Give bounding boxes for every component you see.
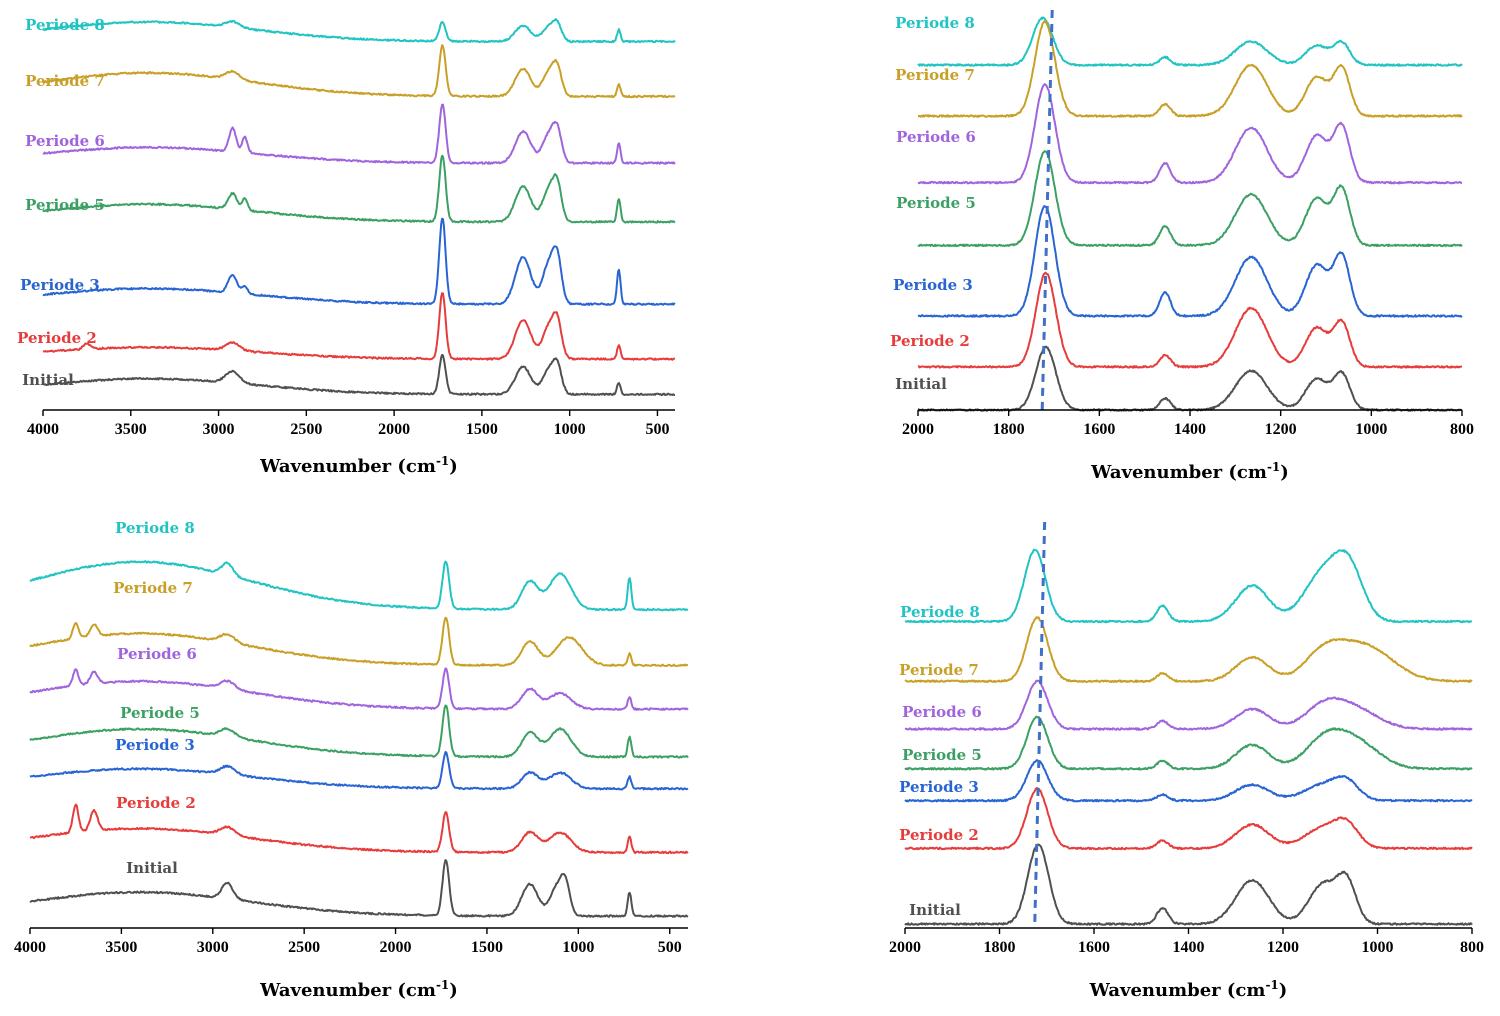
- series-label-periode-3: Periode 3: [899, 778, 979, 796]
- series-line-periode-2: [42, 292, 676, 361]
- x-tick-label: 1200: [1265, 421, 1297, 438]
- x-axis-title: Wavenumber (cm-1): [1089, 978, 1288, 1001]
- series-label-periode-7: Periode 7: [113, 579, 193, 597]
- series-label-periode-2: Periode 2: [899, 826, 979, 844]
- series-label-periode-8: Periode 8: [895, 14, 975, 32]
- series-line-periode-2: [904, 787, 1473, 851]
- x-tick-label: 4000: [14, 939, 46, 956]
- x-tick-label: 500: [658, 939, 682, 956]
- x-tick-label: 1400: [1173, 939, 1205, 956]
- series-line-periode-7: [904, 616, 1473, 683]
- x-tick-label: 2500: [290, 421, 322, 438]
- series-line-periode-3: [29, 751, 689, 791]
- series-label-periode-7: Periode 7: [25, 72, 105, 90]
- series-label-periode-3: Periode 3: [115, 736, 195, 754]
- panel-bottom-right: Periode 8 Periode 7 Periode 6 Periode 5 Peri…: [889, 521, 1484, 1001]
- x-tick-label: 1000: [554, 421, 586, 438]
- series-line-periode-8: [42, 18, 676, 44]
- series-line-periode-5: [904, 715, 1473, 771]
- x-tick-label: 2500: [288, 939, 320, 956]
- series-label-periode-6: Periode 6: [117, 645, 197, 663]
- x-tick-label: 3500: [105, 939, 137, 956]
- x-tick-label: 1000: [1355, 421, 1387, 438]
- x-axis-title: Wavenumber (cm-1): [259, 978, 458, 1001]
- series-label-periode-5: Periode 5: [896, 194, 976, 212]
- series-label-periode-5: Periode 5: [25, 196, 105, 214]
- series-line-periode-2: [917, 271, 1463, 369]
- series-label-initial: Initial: [895, 375, 947, 393]
- series-label-periode-3: Periode 3: [893, 276, 973, 294]
- x-tick-label: 1800: [993, 421, 1025, 438]
- panel-bottom-left: Periode 8 Periode 7 Periode 6 Periode 5 Peri…: [14, 519, 689, 1001]
- x-tick-label: 2000: [380, 939, 412, 956]
- series-line-periode-3: [42, 217, 676, 306]
- series-line-periode-2: [29, 803, 689, 855]
- series-line-periode-6: [904, 679, 1473, 731]
- series-line-periode-7: [917, 20, 1463, 118]
- series-line-periode-8: [904, 548, 1473, 624]
- reference-line: [1033, 521, 1047, 929]
- x-tick-label: 2000: [902, 421, 934, 438]
- series-label-periode-8: Periode 8: [900, 603, 980, 621]
- series-line-periode-7: [29, 616, 689, 668]
- x-tick-label: 1800: [984, 939, 1016, 956]
- x-tick-label: 1000: [562, 939, 594, 956]
- series-line-periode-5: [29, 704, 689, 759]
- series-line-periode-6: [917, 83, 1463, 185]
- series-line-periode-8: [917, 16, 1463, 67]
- series-line-initial: [42, 353, 676, 397]
- x-tick-label: 1600: [1078, 939, 1110, 956]
- series-line-periode-7: [42, 44, 676, 99]
- x-tick-label: 4000: [27, 421, 59, 438]
- x-tick-label: 1500: [466, 421, 498, 438]
- series-line-periode-3: [904, 759, 1473, 803]
- series-label-periode-7: Periode 7: [895, 66, 975, 84]
- series-label-periode-6: Periode 6: [25, 132, 105, 150]
- series-line-periode-6: [29, 667, 689, 711]
- series-label-periode-8: Periode 8: [115, 519, 195, 537]
- x-tick-label: 500: [645, 421, 669, 438]
- series-line-periode-8: [29, 560, 689, 612]
- series-line-periode-5: [42, 154, 676, 224]
- panel-top-left: Periode 8 Periode 7 Periode 6 Periode 5 Peri…: [17, 16, 676, 477]
- x-tick-label: 1000: [1362, 939, 1394, 956]
- series-label-periode-8: Periode 8: [25, 16, 105, 34]
- series-label-periode-2: Periode 2: [116, 794, 196, 812]
- series-line-initial: [29, 859, 689, 918]
- panel-top-right: Periode 8 Periode 7 Periode 6 Periode 5 Peri…: [890, 9, 1474, 483]
- series-label-periode-6: Periode 6: [902, 703, 982, 721]
- series-label-periode-2: Periode 2: [17, 329, 97, 347]
- series-line-periode-5: [917, 150, 1463, 248]
- x-tick-label: 1400: [1174, 421, 1206, 438]
- x-tick-label: 1500: [471, 939, 503, 956]
- series-label-periode-3: Periode 3: [20, 276, 100, 294]
- reference-line: [1040, 9, 1054, 411]
- series-line-periode-3: [917, 205, 1463, 318]
- series-label-periode-2: Periode 2: [890, 332, 970, 350]
- x-tick-label: 3500: [115, 421, 147, 438]
- x-axis-title: Wavenumber (cm-1): [259, 454, 458, 477]
- x-tick-label: 800: [1450, 421, 1474, 438]
- series-line-periode-6: [42, 103, 676, 165]
- x-axis-title: Wavenumber (cm-1): [1090, 460, 1289, 483]
- series-line-initial: [904, 843, 1473, 926]
- series-line-initial: [917, 345, 1463, 412]
- series-label-initial: Initial: [126, 859, 178, 877]
- x-tick-label: 3000: [197, 939, 229, 956]
- x-tick-label: 2000: [378, 421, 410, 438]
- x-tick-label: 2000: [889, 939, 921, 956]
- x-tick-label: 1200: [1267, 939, 1299, 956]
- series-label-periode-6: Periode 6: [896, 128, 976, 146]
- series-label-periode-5: Periode 5: [120, 704, 200, 722]
- series-label-periode-7: Periode 7: [899, 661, 979, 679]
- x-tick-label: 800: [1460, 939, 1484, 956]
- x-tick-label: 3000: [203, 421, 235, 438]
- x-tick-label: 1600: [1083, 421, 1115, 438]
- series-label-periode-5: Periode 5: [902, 746, 982, 764]
- series-label-initial: Initial: [909, 901, 961, 919]
- series-label-initial: Initial: [22, 371, 74, 389]
